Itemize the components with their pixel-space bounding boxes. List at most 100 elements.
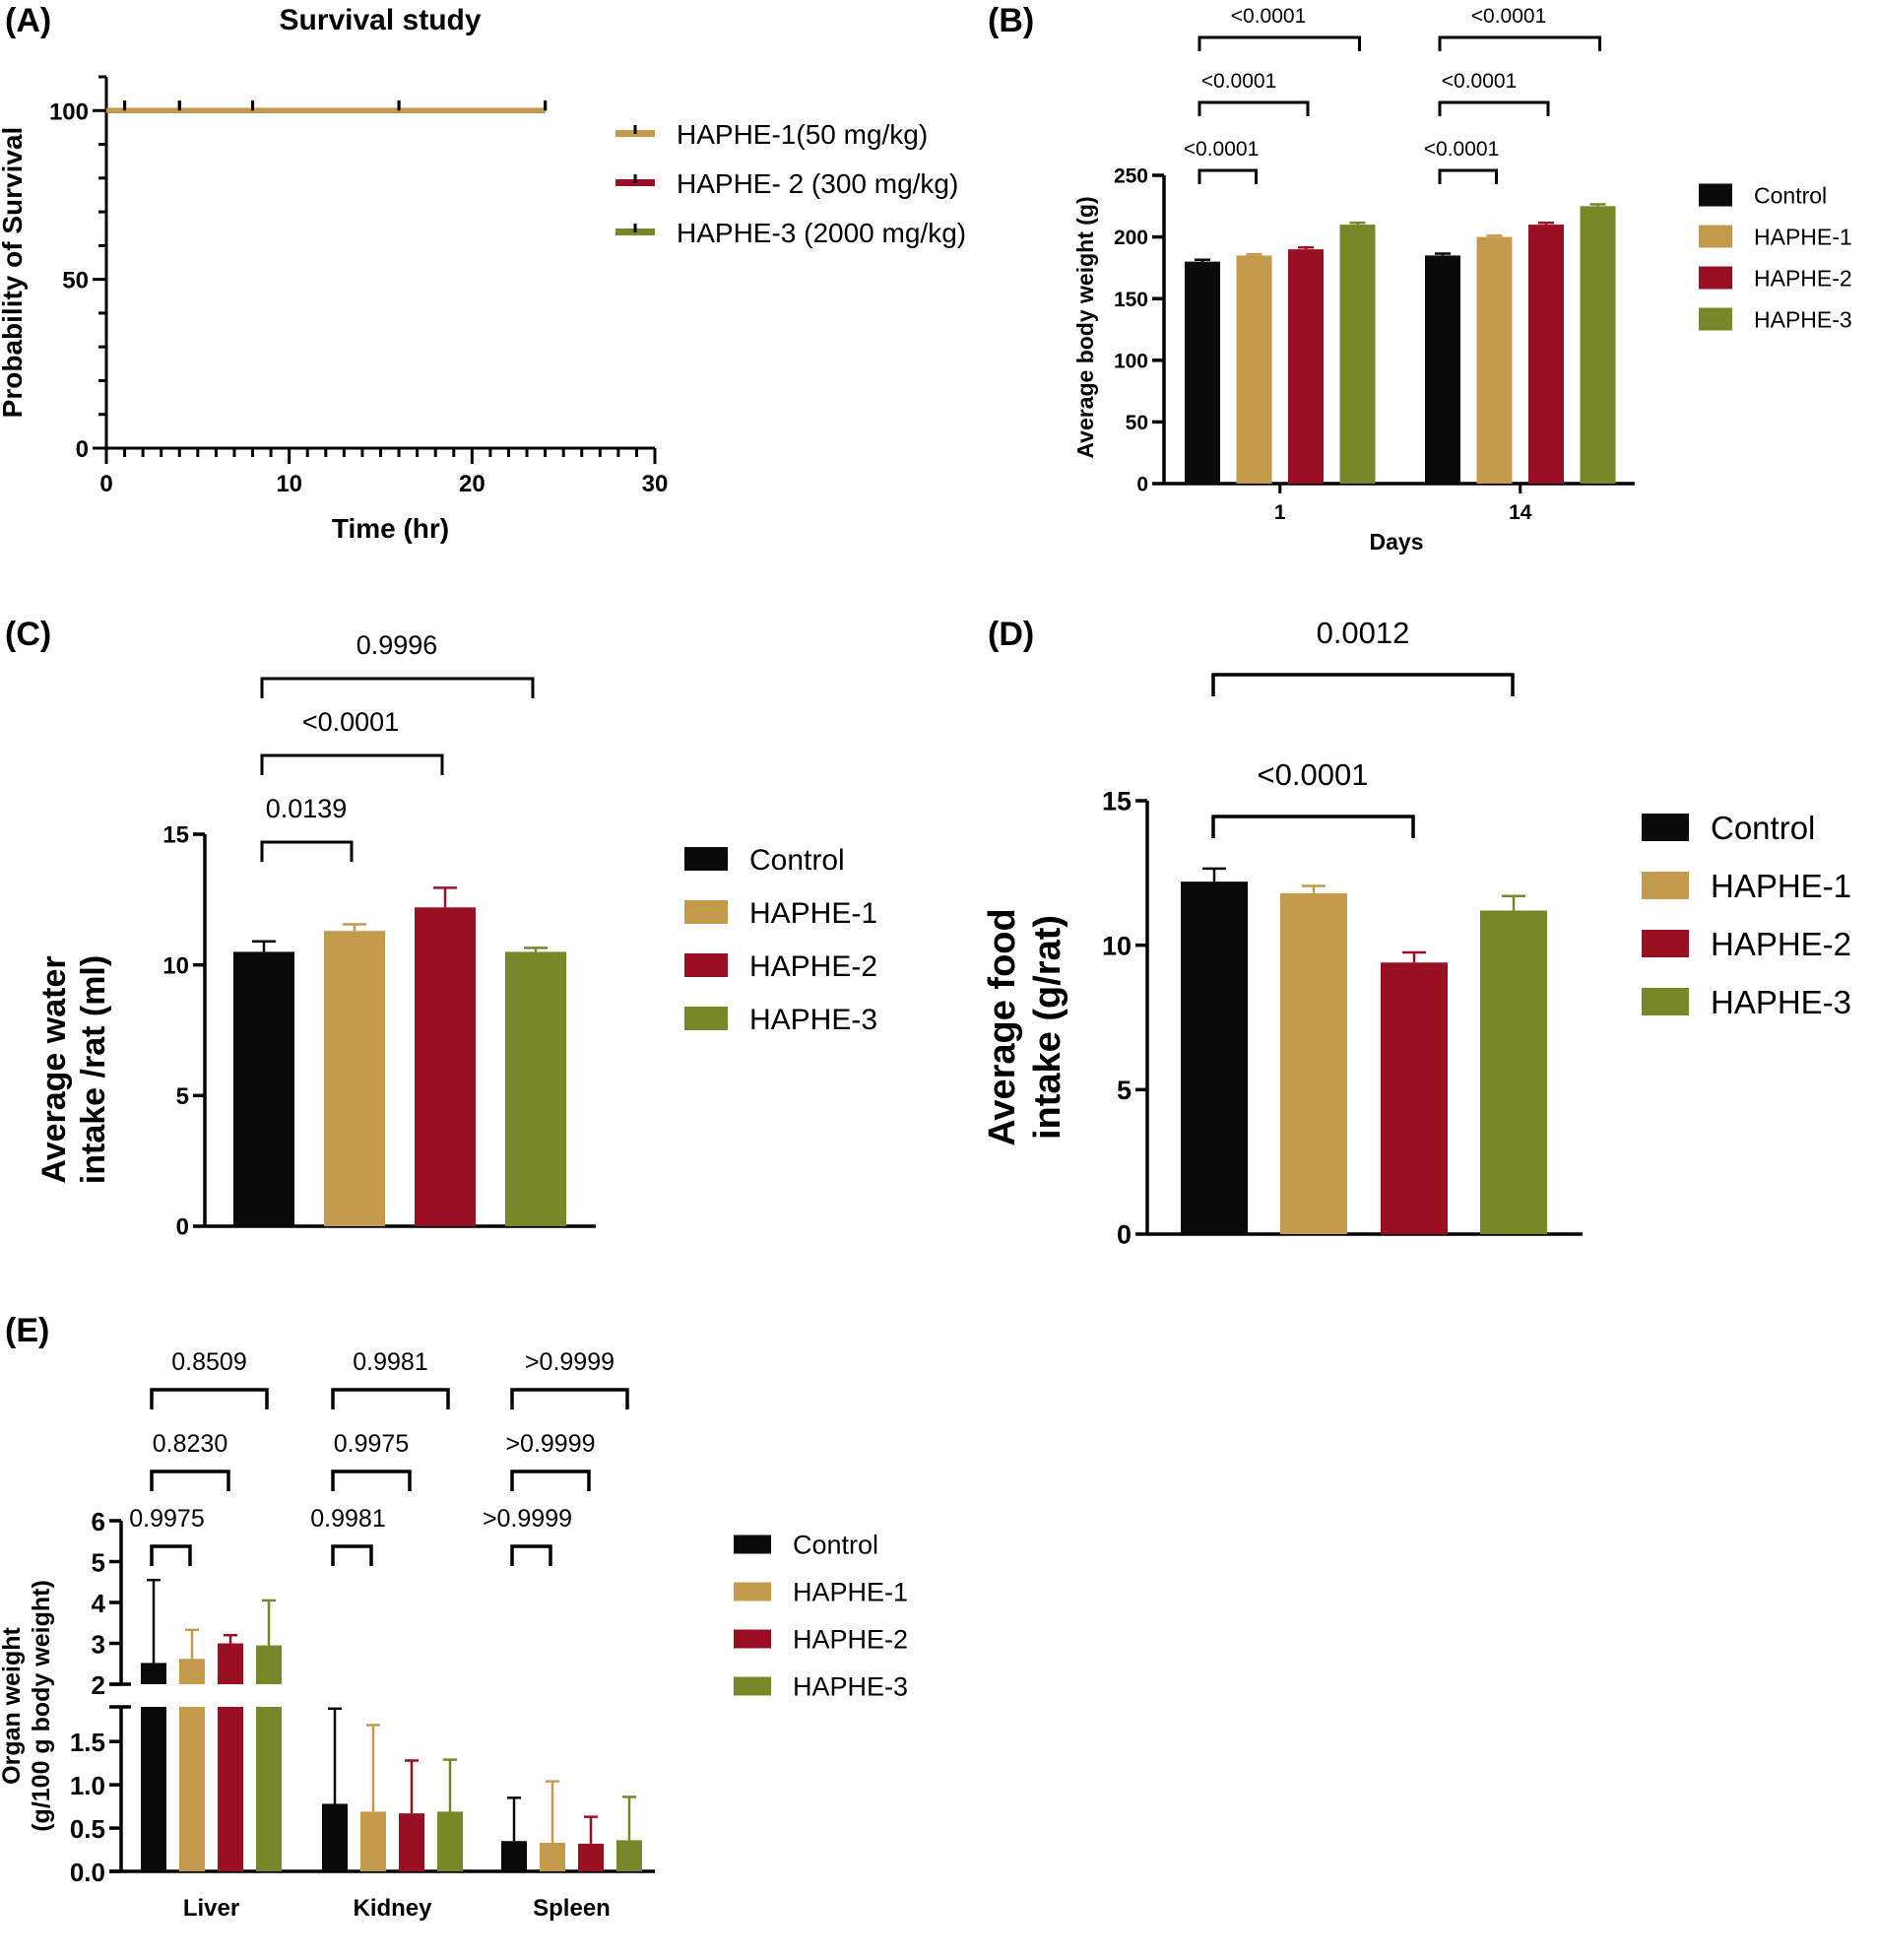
y-tick-label: 250 xyxy=(1114,165,1148,188)
legend-label: HAPHE- 2 (300 mg/kg) xyxy=(677,168,958,199)
bar-haphe-1-liver-upper xyxy=(179,1659,205,1684)
y-tick-label: 0 xyxy=(1136,474,1148,496)
comparison-bracket xyxy=(510,1544,552,1566)
comparison-pvalue: 0.0012 xyxy=(1317,616,1410,650)
c-legend-label-haphe-2: HAPHE-2 xyxy=(749,950,877,983)
comparison-bracket xyxy=(1197,168,1258,184)
panel-a-survival-chart: (A) Survival study 0 50 100 0 10 20 30 Time (hr) P… xyxy=(0,2,966,544)
c-legend-swatch-haphe-1 xyxy=(684,900,728,924)
y-tick-label: 100 xyxy=(1114,350,1148,372)
comparison-bracket xyxy=(150,1470,230,1491)
comparison-bracket xyxy=(1197,100,1310,116)
bar-haphe-1 xyxy=(324,931,385,1226)
x-tick-label: Spleen xyxy=(533,1895,611,1922)
d-legend-swatch-haphe-2 xyxy=(1642,930,1689,957)
y-axis-label-line: intake /rat (ml) xyxy=(75,955,112,1184)
y-tick-label: 5 xyxy=(176,1083,189,1110)
comparison-pvalue: <0.0001 xyxy=(1258,757,1369,792)
comparison-bracket xyxy=(1197,35,1361,51)
c-legend-label-haphe-1: HAPHE-1 xyxy=(749,897,877,930)
comparison-bracket xyxy=(510,1470,591,1491)
comparison-bracket xyxy=(260,840,354,862)
d-legend-label-haphe-2: HAPHE-2 xyxy=(1711,926,1851,962)
b-legend-label-haphe-2: HAPHE-2 xyxy=(1754,265,1852,291)
x-tick-label: Kidney xyxy=(353,1895,432,1922)
comparison-bracket xyxy=(1438,35,1601,51)
y-tick-label: 3 xyxy=(92,1630,105,1660)
panel-b-body-weight-chart: (B) 0 50 100 150 200 250 1 14 Days Average body we… xyxy=(988,2,1852,555)
e-legend-swatch-control xyxy=(734,1535,771,1554)
comparison-pvalue: 0.9975 xyxy=(334,1430,409,1458)
bar-haphe-2 xyxy=(415,907,476,1226)
comparison-pvalue: 0.0139 xyxy=(266,794,348,823)
d-legend-label-haphe-3: HAPHE-3 xyxy=(1711,984,1851,1020)
b-legend-swatch-haphe-2 xyxy=(1699,266,1732,290)
e-legend-swatch-haphe-3 xyxy=(734,1676,771,1696)
y-axis-label: Organ weight(g/100 g body weight) xyxy=(0,1580,55,1832)
x-tick-label: Liver xyxy=(183,1895,239,1922)
comparison-pvalue: 0.9981 xyxy=(310,1505,385,1533)
chart-title: Survival study xyxy=(279,4,481,36)
comparison-bracket xyxy=(331,1470,412,1491)
y-tick-label: 0 xyxy=(176,1214,189,1241)
d-legend-label-haphe-1: HAPHE-1 xyxy=(1711,868,1851,904)
bar-haphe-1-liver-lower xyxy=(179,1707,205,1871)
comparison-pvalue: <0.0001 xyxy=(302,707,399,737)
c-legend-swatch-control xyxy=(684,847,728,871)
y-tick-label: 50 xyxy=(1126,412,1148,434)
x-tick-label: 10 xyxy=(276,471,302,497)
y-tick-label: 5 xyxy=(1117,1076,1132,1105)
bar-haphe-1-kidney xyxy=(360,1811,386,1871)
comparison-pvalue: >0.9999 xyxy=(483,1505,572,1533)
bar-haphe-3-liver-upper xyxy=(256,1645,282,1684)
y-tick-label: 0.0 xyxy=(70,1858,105,1887)
bar-haphe-1-day-14 xyxy=(1476,236,1513,484)
bar-control-liver-upper xyxy=(141,1663,166,1684)
panel-label-a: (A) xyxy=(5,2,51,39)
panel-c-water-intake-chart: (C) 0 5 10 15 Average waterintake /rat (ml) 0.… xyxy=(5,616,877,1241)
comparison-pvalue: <0.0001 xyxy=(1442,70,1518,93)
y-tick-label: 5 xyxy=(92,1548,105,1578)
b-legend-swatch-haphe-1 xyxy=(1699,225,1732,248)
bar-control-liver-lower xyxy=(141,1707,166,1871)
comparison-bracket xyxy=(1211,815,1415,838)
bar-haphe-3-kidney xyxy=(437,1811,463,1871)
comparison-bracket xyxy=(510,1388,629,1409)
d-legend-label-control: Control xyxy=(1711,810,1815,846)
panel-label-e: (E) xyxy=(5,1312,49,1349)
comparison-bracket xyxy=(1438,100,1550,116)
e-legend-label-haphe-1: HAPHE-1 xyxy=(793,1578,908,1607)
y-axis-label: Probability of Survival xyxy=(0,127,28,419)
panel-d-food-intake-chart: (D) 0 5 10 15 Average food intake (g/rat) <0.00… xyxy=(982,616,1851,1250)
bar-control-day-1 xyxy=(1185,261,1220,484)
bar-control xyxy=(233,951,294,1226)
e-legend-label-haphe-3: HAPHE-3 xyxy=(793,1672,908,1702)
y-axis-label-line: Average food xyxy=(982,908,1023,1145)
bar-haphe-3 xyxy=(505,951,566,1226)
comparison-pvalue: <0.0001 xyxy=(1201,70,1277,93)
y-tick-label: 150 xyxy=(1114,289,1148,311)
d-legend-swatch-control xyxy=(1642,814,1689,841)
y-tick-label: 2 xyxy=(92,1670,105,1700)
comparison-bracket xyxy=(1211,673,1515,696)
comparison-pvalue: 0.8230 xyxy=(153,1430,227,1458)
comparison-pvalue: 0.9975 xyxy=(129,1505,204,1533)
panel-label-b: (B) xyxy=(988,2,1034,39)
y-tick-label: 100 xyxy=(49,98,89,125)
y-tick-label: 1.0 xyxy=(70,1771,105,1800)
comparison-pvalue: <0.0001 xyxy=(1184,138,1260,161)
x-tick-label: 30 xyxy=(642,471,669,497)
comparison-bracket xyxy=(260,677,535,698)
d-legend-swatch-haphe-3 xyxy=(1642,988,1689,1015)
comparison-pvalue: >0.9999 xyxy=(525,1348,615,1376)
bar-haphe-3-spleen xyxy=(616,1840,642,1871)
b-legend-label-haphe-1: HAPHE-1 xyxy=(1754,224,1852,249)
b-legend-label-control: Control xyxy=(1754,182,1827,208)
y-tick-label: 15 xyxy=(162,822,189,849)
b-legend-swatch-control xyxy=(1699,183,1732,207)
e-legend-swatch-haphe-2 xyxy=(734,1629,771,1649)
y-tick-label: 50 xyxy=(62,268,89,294)
comparison-pvalue: 0.9981 xyxy=(353,1348,427,1376)
panel-label-d: (D) xyxy=(988,616,1034,653)
